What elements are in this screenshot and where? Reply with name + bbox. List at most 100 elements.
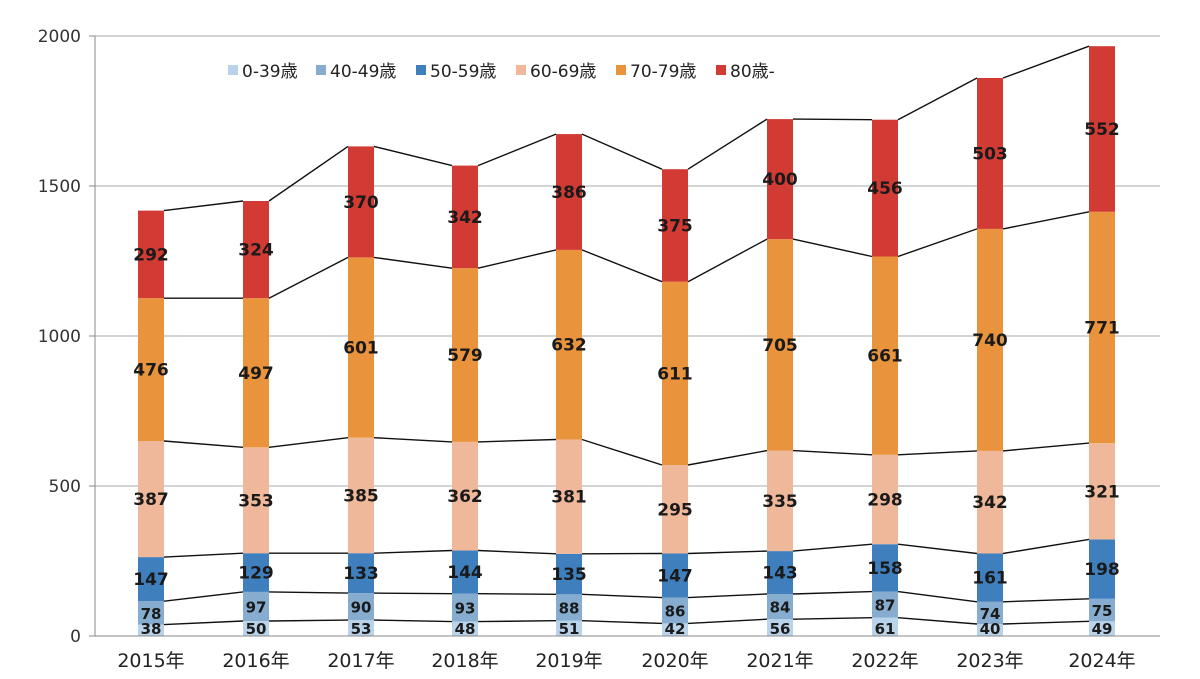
data-label: 342 bbox=[447, 208, 483, 228]
x-tick-label: 2021年 bbox=[746, 650, 813, 672]
data-label: 51 bbox=[559, 620, 580, 638]
series-connector-line bbox=[687, 618, 768, 625]
legend-swatch bbox=[416, 65, 426, 75]
series-connector-line bbox=[268, 256, 349, 299]
x-tick-label: 2016年 bbox=[222, 650, 289, 672]
x-tick-label: 2020年 bbox=[641, 650, 708, 672]
data-label: 476 bbox=[133, 361, 169, 381]
bar-segment bbox=[243, 201, 269, 299]
legend-swatch bbox=[516, 65, 526, 75]
series-connector-line bbox=[581, 593, 663, 599]
bar-segment bbox=[452, 268, 478, 442]
series-connector-line bbox=[581, 249, 663, 283]
bar-segment bbox=[662, 465, 688, 554]
bar-segment bbox=[767, 239, 793, 451]
series-connector-line bbox=[687, 449, 768, 466]
series-connector-line bbox=[897, 543, 978, 555]
series-lines bbox=[163, 45, 1090, 626]
bar-segment bbox=[243, 298, 269, 448]
bar-segment bbox=[662, 553, 688, 598]
series-connector-line bbox=[373, 256, 453, 269]
data-label: 53 bbox=[351, 620, 372, 638]
series-connector-line bbox=[373, 549, 453, 554]
bar-segment bbox=[977, 553, 1003, 602]
series-connector-line bbox=[163, 200, 244, 212]
series-connector-line bbox=[1002, 620, 1090, 625]
bar-segment bbox=[767, 551, 793, 594]
data-label: 342 bbox=[972, 493, 1008, 513]
data-label: 147 bbox=[133, 570, 169, 590]
legend-label: 80歳- bbox=[730, 62, 775, 82]
series-connector-line bbox=[897, 77, 978, 121]
y-tick-label: 1500 bbox=[38, 177, 81, 197]
series-connector-line bbox=[897, 450, 978, 456]
series-connector-line bbox=[268, 437, 349, 448]
series-connector-line bbox=[477, 133, 557, 167]
x-tick-label: 2023年 bbox=[956, 650, 1023, 672]
bar-segment bbox=[556, 134, 582, 250]
series-connector-line bbox=[163, 440, 244, 448]
x-tick-label: 2017年 bbox=[327, 650, 394, 672]
data-label: 552 bbox=[1084, 120, 1120, 140]
bar-segment bbox=[348, 620, 374, 636]
data-label: 56 bbox=[770, 620, 791, 638]
data-label: 456 bbox=[867, 179, 903, 199]
series-connector-line bbox=[792, 590, 873, 595]
data-label: 74 bbox=[980, 605, 1001, 623]
series-connector-line bbox=[373, 619, 453, 623]
data-label: 298 bbox=[867, 491, 903, 511]
legend-label: 70-79歳 bbox=[630, 62, 696, 82]
x-tick-label: 2019年 bbox=[535, 650, 602, 672]
data-label: 321 bbox=[1084, 482, 1120, 502]
data-label: 503 bbox=[972, 144, 1008, 164]
legend-item: 60-69歳 bbox=[516, 62, 596, 82]
legend-item: 70-79歳 bbox=[616, 62, 696, 82]
bar-segment bbox=[452, 621, 478, 636]
data-label: 97 bbox=[246, 598, 267, 616]
bar-segment bbox=[872, 544, 898, 592]
bar-segment bbox=[138, 624, 164, 636]
bars bbox=[138, 46, 1115, 636]
series-connector-line bbox=[1002, 45, 1090, 79]
bar-segment bbox=[977, 78, 1003, 229]
bar-segment bbox=[138, 441, 164, 558]
data-label: 133 bbox=[343, 564, 379, 584]
data-label: 632 bbox=[551, 336, 587, 356]
data-label: 387 bbox=[133, 490, 169, 510]
series-connector-line bbox=[897, 617, 978, 625]
data-label: 84 bbox=[770, 599, 791, 617]
data-label: 198 bbox=[1084, 560, 1120, 580]
data-label: 147 bbox=[657, 567, 693, 587]
bar-segment bbox=[452, 593, 478, 622]
bar-segment bbox=[767, 594, 793, 620]
bar-segment bbox=[348, 257, 374, 438]
data-label: 49 bbox=[1092, 620, 1113, 638]
series-connector-line bbox=[581, 133, 663, 170]
data-label: 144 bbox=[447, 563, 483, 583]
data-label: 497 bbox=[238, 364, 274, 384]
data-label: 324 bbox=[238, 241, 274, 261]
y-tick-label: 0 bbox=[70, 627, 81, 647]
data-label: 78 bbox=[141, 605, 162, 623]
x-axis: 2015年 2016年 2017年 2018年 2019年 2020年 2021年 2022年… bbox=[95, 635, 1160, 672]
data-label: 93 bbox=[455, 600, 476, 618]
data-label: 771 bbox=[1084, 318, 1120, 338]
bar-segment bbox=[556, 594, 582, 621]
y-tick-label: 500 bbox=[49, 477, 81, 497]
x-tick-label: 2015年 bbox=[117, 650, 184, 672]
series-connector-line bbox=[792, 543, 873, 552]
data-label: 611 bbox=[657, 364, 693, 384]
series-connector-line bbox=[268, 591, 349, 594]
series-connector-line bbox=[687, 593, 768, 599]
bar-segment bbox=[767, 119, 793, 240]
data-label: 90 bbox=[351, 599, 372, 617]
series-connector-line bbox=[268, 145, 349, 202]
legend-label: 0-39歳 bbox=[242, 62, 298, 82]
bar-segment bbox=[767, 619, 793, 636]
series-connector-line bbox=[687, 118, 768, 170]
legend-item: 50-59歳 bbox=[416, 62, 496, 82]
x-tick-label: 2018年 bbox=[431, 650, 498, 672]
x-tick-label: 2024年 bbox=[1068, 650, 1135, 672]
data-label: 601 bbox=[343, 339, 379, 359]
bar-segment bbox=[977, 450, 1003, 554]
